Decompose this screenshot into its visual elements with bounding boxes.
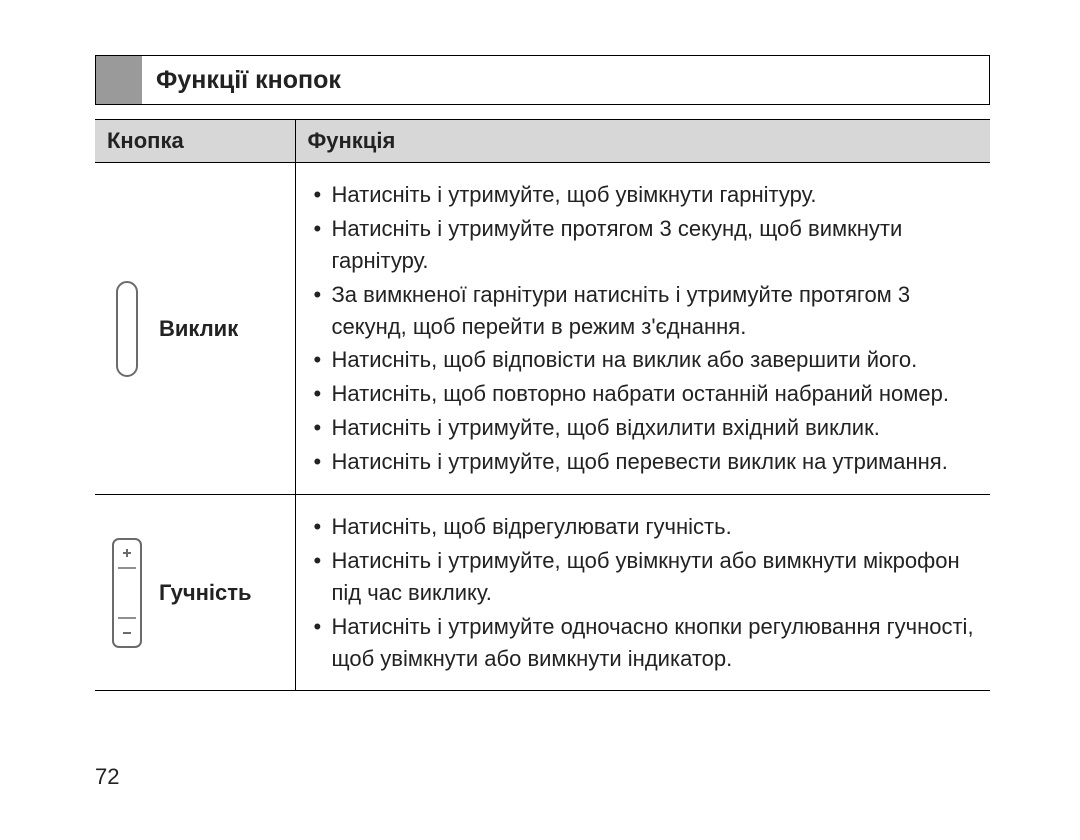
- call-button-icon: [105, 281, 149, 377]
- table-row: Гучність Натисніть, щоб відрегулювати гу…: [95, 495, 990, 691]
- list-item: Натисніть, щоб відповісти на виклик або …: [310, 344, 977, 376]
- table-row: Виклик Натисніть і утримуйте, щоб увімкн…: [95, 163, 990, 495]
- document-page: Функції кнопок Кнопка Функція Виклик: [0, 0, 1080, 691]
- button-cell-call: Виклик: [95, 163, 295, 495]
- button-cell-volume: Гучність: [95, 495, 295, 691]
- list-item: Натисніть і утримуйте протягом 3 секунд,…: [310, 213, 977, 277]
- function-cell-volume: Натисніть, щоб відрегулювати гучність. Н…: [295, 495, 990, 691]
- list-item: Натисніть, щоб повторно набрати останній…: [310, 378, 977, 410]
- list-item: Натисніть і утримуйте, щоб увімкнути або…: [310, 545, 977, 609]
- section-title: Функції кнопок: [142, 56, 341, 104]
- button-label-volume: Гучність: [159, 577, 252, 609]
- section-marker: [96, 56, 142, 104]
- function-cell-call: Натисніть і утримуйте, щоб увімкнути гар…: [295, 163, 990, 495]
- function-list-call: Натисніть і утримуйте, щоб увімкнути гар…: [306, 179, 981, 478]
- list-item: Натисніть, щоб відрегулювати гучність.: [310, 511, 977, 543]
- list-item: За вимкненої гарнітури натисніть і утрим…: [310, 279, 977, 343]
- col-header-function: Функція: [295, 120, 990, 163]
- table-header-row: Кнопка Функція: [95, 120, 990, 163]
- list-item: Натисніть і утримуйте одночасно кнопки р…: [310, 611, 977, 675]
- col-header-button: Кнопка: [95, 120, 295, 163]
- list-item: Натисніть і утримуйте, щоб відхилити вхі…: [310, 412, 977, 444]
- function-list-volume: Натисніть, щоб відрегулювати гучність. Н…: [306, 511, 981, 674]
- volume-button-icon: [105, 538, 149, 648]
- button-label-call: Виклик: [159, 313, 238, 345]
- list-item: Натисніть і утримуйте, щоб перевести вик…: [310, 446, 977, 478]
- page-number: 72: [95, 764, 119, 790]
- section-header: Функції кнопок: [95, 55, 990, 105]
- list-item: Натисніть і утримуйте, щоб увімкнути гар…: [310, 179, 977, 211]
- button-functions-table: Кнопка Функція Виклик: [95, 119, 990, 691]
